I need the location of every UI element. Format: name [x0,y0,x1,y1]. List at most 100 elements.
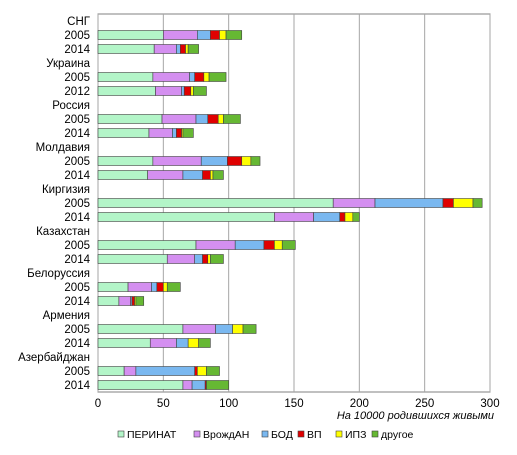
x-tick-label: 0 [95,398,101,410]
category-label: 2014 [64,212,90,224]
bar-segment [274,240,283,250]
bar-segment [182,324,216,334]
bar-segment [453,198,474,208]
category-label: 2005 [64,72,90,84]
legend-swatch [335,430,343,438]
bar-segment [281,240,296,250]
legend-label: ИПЗ [345,429,366,441]
bar-segment [263,240,275,250]
category-label: Молдавия [36,142,90,154]
bar-segment [194,72,205,82]
legend-swatch [193,430,201,438]
category-label: Армения [43,310,90,322]
bar-segment [172,128,177,138]
bar-segment [97,338,151,348]
bar-segment [195,114,209,124]
category-label: 2014 [64,44,90,56]
bar-segment [232,324,244,334]
bar-segment [97,44,155,54]
bar-segment [190,86,194,96]
legend-label: БОД [271,429,293,441]
x-tick-labels: 0 50 100 150 200 250 300 [95,398,500,410]
bar-segment [166,282,181,292]
category-label: 2005 [64,240,90,252]
category-label: 2005 [64,324,90,336]
bar-segment [203,72,210,82]
bar-segment [166,254,195,264]
bar-segment [215,324,233,334]
category-label: Украина [46,58,90,70]
bar-segment [152,156,202,166]
bar-segment [234,240,265,250]
bar-segment [127,282,152,292]
bar-segment [97,198,334,208]
bar-segment [191,380,206,390]
bar-segment [339,212,346,222]
bar-segment [208,72,227,82]
x-tick-label: 50 [157,398,170,410]
bar-segment [97,240,197,250]
bar-segment [202,254,209,264]
category-label: 2005 [64,30,90,42]
bar-segment [195,240,236,250]
bar-segment [250,156,261,166]
bar-segment [131,296,135,306]
category-label: Азербайджан [18,352,90,364]
bar-segment [197,366,207,376]
x-tick-label: 250 [415,398,434,410]
bar-segment [97,366,125,376]
bar-segment [202,170,211,180]
bar-segment [194,366,198,376]
x-tick-label: 150 [284,398,303,410]
bar-segment [163,30,198,40]
bars [97,30,483,390]
bar-segment [156,282,164,292]
bar-segment [210,170,214,180]
category-labels: СНГ 2005 2014 Украина 2005 2012 Россия 2005 2014… [18,16,91,392]
category-label: Белоруссия [27,268,90,280]
bar-segment [151,282,158,292]
category-label: 2005 [64,366,90,378]
bar-segment [225,30,243,40]
bar-segment [182,128,194,138]
category-label: Казахстан [36,226,90,238]
category-label: Россия [52,100,90,112]
bar-segment [152,72,190,82]
bar-segment [97,30,164,40]
bar-segment [187,44,199,54]
legend: ПЕРИНАТ ВрождАН БОД ВП ИПЗ другое [117,429,414,441]
bar-segment [197,30,211,40]
bar-segment [212,170,224,180]
bar-segment [97,282,129,292]
bar-segment [206,380,229,390]
bar-segment [194,254,203,264]
bar-segment [97,128,150,138]
bar-segment [97,86,156,96]
bar-segment [241,156,252,166]
legend-swatch [371,430,379,438]
category-label: 2014 [64,380,90,392]
bar-segment [176,44,181,54]
bar-segment [189,72,195,82]
category-label: СНГ [67,16,91,28]
bar-segment [97,380,184,390]
category-label: 2014 [64,170,90,182]
category-label: 2005 [64,282,90,294]
bar-segment [97,72,154,82]
bar-segment [206,366,220,376]
bar-segment [97,156,154,166]
category-label: 2012 [64,86,90,98]
x-axis-title: На 10000 родившихся живыми [337,410,494,422]
bar-segment [182,380,193,390]
bar-segment [200,156,228,166]
legend-label: ВП [307,429,322,441]
bar-segment [183,86,192,96]
bar-segment [472,198,483,208]
bar-segment [332,198,376,208]
x-tick-label: 100 [219,398,238,410]
bar-segment [442,198,454,208]
bar-segment [242,324,257,334]
legend-swatch [117,430,125,438]
bar-segment [193,86,207,96]
